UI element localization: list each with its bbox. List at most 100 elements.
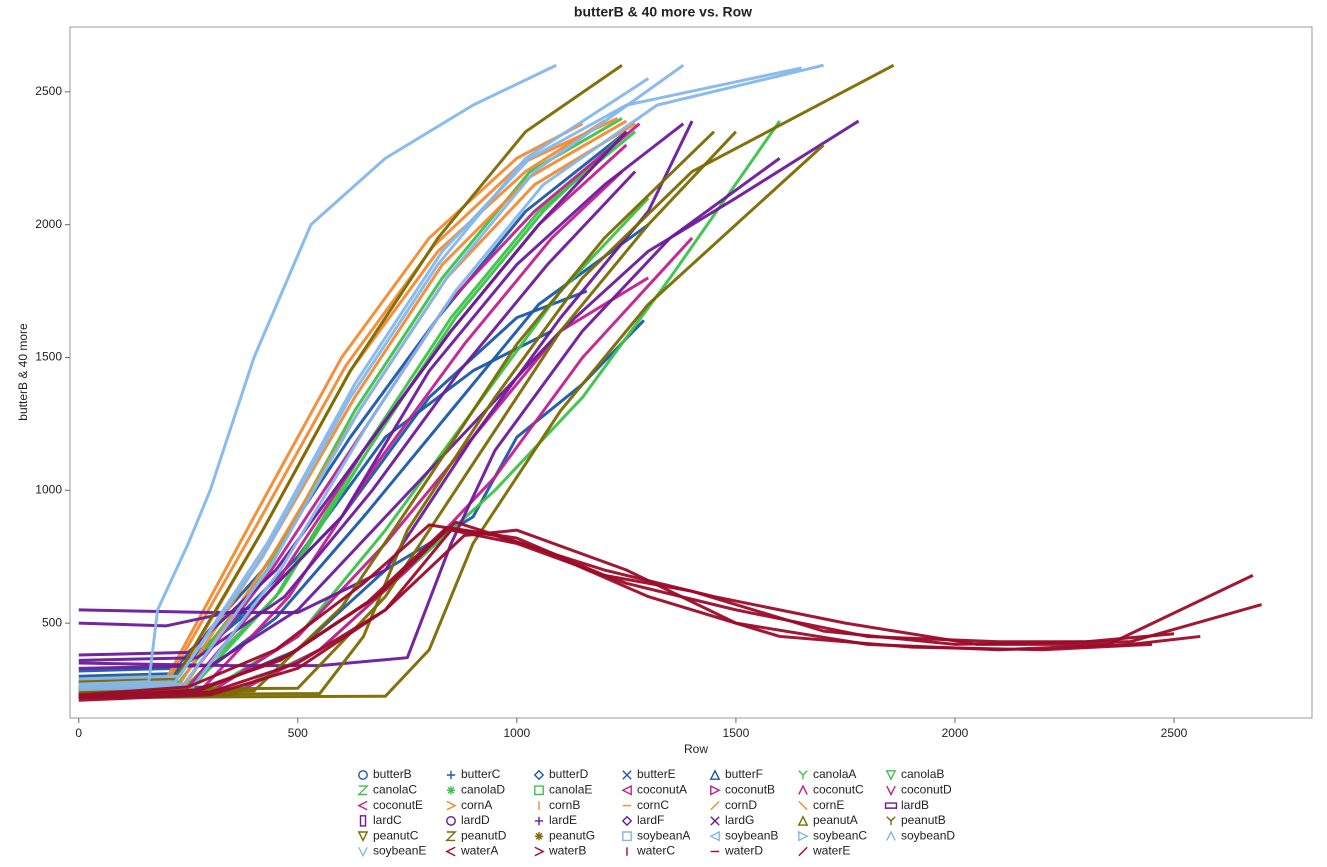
legend-label: soybeanB [725, 828, 778, 842]
legend-label: coconutE [373, 798, 423, 812]
legend-label: butterB [373, 767, 412, 781]
x-axis-label: Row [684, 742, 708, 756]
legend-label: peanutB [901, 813, 946, 827]
series-line [78, 143, 825, 700]
series-line [78, 66, 802, 681]
legend-marker [357, 800, 368, 811]
y-tick-label: 1000 [35, 482, 62, 496]
legend-label: waterE [812, 844, 850, 858]
series-line [78, 63, 824, 692]
series-line [78, 63, 557, 686]
legend-marker [446, 800, 457, 811]
legend-marker [534, 785, 544, 796]
legend-label: cornD [725, 798, 757, 812]
chart-title: butterB & 40 more vs. Row [574, 4, 752, 20]
series-line [78, 130, 737, 692]
legend-marker [534, 846, 545, 857]
legend-label: soybeanA [637, 828, 690, 842]
legend-label: coconutC [813, 782, 864, 796]
x-tick-label: 2000 [942, 726, 969, 740]
legend-marker [797, 815, 809, 826]
series-line [78, 122, 685, 628]
legend-label: butterC [461, 767, 501, 781]
series-line [78, 130, 716, 694]
legend-label: canolaA [813, 767, 856, 781]
legend-marker [709, 830, 720, 842]
legend-label: canolaD [461, 782, 505, 796]
legend-marker [359, 815, 367, 827]
legend-label: lardD [461, 813, 490, 827]
x-tick-label: 1500 [723, 726, 750, 740]
legend-label: waterA [460, 844, 498, 858]
legend-marker [534, 816, 544, 826]
legend-label: peanutC [373, 828, 419, 842]
legend-label: cornA [461, 798, 492, 812]
legend-label: waterD [724, 844, 763, 858]
legend-marker [533, 769, 545, 781]
legend-marker [446, 770, 456, 780]
legend-marker [358, 770, 368, 780]
x-tick-label: 1000 [504, 726, 531, 740]
legend-marker [798, 800, 808, 811]
legend-label: peanutD [461, 828, 507, 842]
legend-marker [445, 846, 456, 857]
series-line [78, 77, 650, 686]
series-line [78, 170, 637, 662]
legend-marker [798, 846, 808, 857]
legend-marker [622, 770, 632, 780]
y-tick-label: 2000 [35, 217, 62, 231]
legend-label: butterF [725, 767, 763, 781]
legend-label: lardE [549, 813, 577, 827]
legend-label: lardG [725, 813, 754, 827]
legend-label: coconutA [637, 782, 687, 796]
legend-marker [710, 800, 720, 811]
legend-marker [710, 816, 720, 826]
legend-label: waterB [548, 844, 586, 858]
legend-label: lardC [373, 813, 402, 827]
series-line [78, 119, 860, 670]
legend-marker [621, 815, 633, 827]
plot-area [78, 63, 1263, 702]
y-tick-label: 1500 [35, 350, 62, 364]
legend-marker [445, 831, 457, 842]
legend-label: canolaB [901, 767, 944, 781]
x-tick-label: 500 [288, 726, 308, 740]
y-tick-label: 500 [42, 615, 62, 629]
legend-label: butterE [637, 767, 676, 781]
legend-marker [357, 831, 369, 842]
legend-label: lardF [637, 813, 664, 827]
legend-marker [886, 816, 896, 826]
legend-marker [798, 830, 809, 842]
y-axis-label: butterB & 40 more [16, 323, 30, 421]
plot-frame [69, 26, 1313, 719]
legend-label: coconutD [901, 782, 952, 796]
legend-label: butterD [549, 767, 589, 781]
series-line [78, 526, 1175, 698]
legend-label: peanutA [813, 813, 858, 827]
legend-marker [886, 830, 896, 841]
legend-label: soybeanC [813, 828, 867, 842]
legend-label: cornC [637, 798, 669, 812]
legend-label: cornE [813, 798, 844, 812]
series-line [78, 64, 623, 684]
legend-marker [446, 786, 456, 795]
legend-marker [798, 784, 808, 795]
legend-marker [709, 769, 721, 780]
legend-marker [534, 832, 544, 841]
legend-label: peanutG [549, 828, 595, 842]
legend-marker [798, 770, 808, 780]
y-tick-label: 2500 [35, 84, 62, 98]
legend-label: soybeanD [901, 828, 955, 842]
legend-marker [886, 785, 896, 797]
legend-marker [710, 784, 721, 796]
series-line [78, 130, 628, 657]
legend-label: canolaC [373, 782, 417, 796]
legend-marker [357, 785, 369, 796]
legend-marker [446, 816, 456, 826]
legend-marker [622, 831, 632, 842]
legend-marker [885, 770, 897, 781]
series-line [78, 63, 895, 697]
legend-marker [358, 846, 368, 858]
